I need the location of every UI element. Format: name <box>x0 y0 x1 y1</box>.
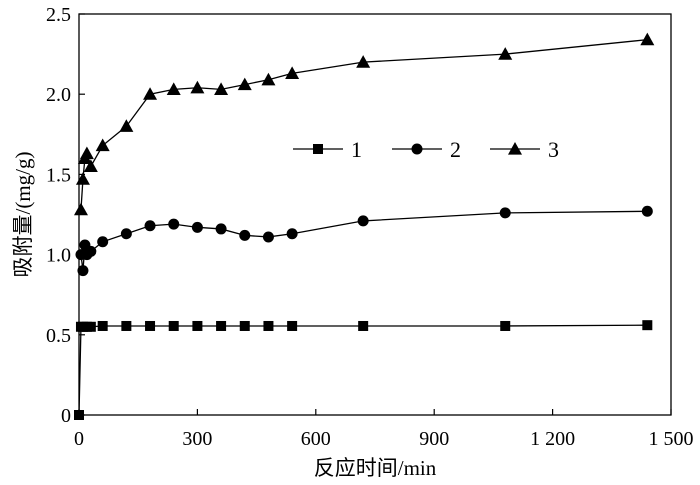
series-layer <box>73 32 655 420</box>
legend-marker <box>411 143 423 155</box>
data-point-2 <box>641 205 653 217</box>
data-point-1 <box>642 320 653 331</box>
series-line-1 <box>78 324 648 416</box>
data-point-3 <box>640 32 655 46</box>
data-point-2 <box>97 236 109 248</box>
data-point-3 <box>79 146 94 160</box>
series-2 <box>75 205 653 277</box>
data-point-2 <box>239 229 251 241</box>
y-axis-label: 吸附量/(mg/g) <box>11 152 35 278</box>
data-point-1 <box>192 320 203 331</box>
data-point-1 <box>121 320 132 331</box>
data-point-3 <box>166 82 181 95</box>
data-point-2 <box>262 231 274 243</box>
data-point-1 <box>97 320 108 331</box>
data-point-3 <box>143 87 158 100</box>
x-tick-label: 1 200 <box>530 428 575 450</box>
data-point-3 <box>95 138 110 152</box>
data-point-1 <box>85 321 96 332</box>
data-point-3 <box>75 172 90 185</box>
x-tick-label: 900 <box>419 428 449 450</box>
x-tick-label: 1 500 <box>649 428 694 450</box>
data-point-3 <box>73 202 88 216</box>
data-point-3 <box>119 119 134 132</box>
data-point-2 <box>499 207 511 219</box>
series-3 <box>73 32 655 216</box>
legend: 1 2 3 <box>293 137 559 162</box>
data-point-2 <box>215 223 227 235</box>
data-point-3 <box>285 66 300 79</box>
y-tick-label: 0 <box>61 405 71 427</box>
plot-area <box>78 13 672 416</box>
axis-ticks: 0 300 600 900 1 200 1 500 0 0.5 1.0 1.5 2.0 2.5 <box>46 4 694 450</box>
data-point-2 <box>357 215 369 227</box>
plot-frame <box>78 13 672 416</box>
x-tick-label: 0 <box>74 428 84 450</box>
y-tick-label: 2.0 <box>46 84 71 106</box>
x-tick-label: 600 <box>301 428 331 450</box>
data-point-3 <box>190 80 205 94</box>
data-point-1 <box>263 320 274 331</box>
data-point-1 <box>74 410 84 420</box>
legend-marker <box>508 142 522 155</box>
data-point-3 <box>214 82 229 95</box>
legend-item-3: 3 <box>490 137 559 162</box>
data-point-2 <box>77 265 89 277</box>
series-1 <box>74 320 653 420</box>
legend-label: 2 <box>450 137 461 162</box>
data-point-2 <box>144 220 156 232</box>
y-tick-label: 0.5 <box>46 325 71 347</box>
data-point-3 <box>356 55 371 68</box>
data-point-3 <box>237 77 252 91</box>
data-point-1 <box>287 320 298 331</box>
data-point-2 <box>85 245 97 257</box>
legend-item-2: 2 <box>392 137 461 162</box>
y-tick-label: 1.5 <box>46 164 71 186</box>
data-point-1 <box>500 320 511 331</box>
data-point-1 <box>145 320 156 331</box>
data-point-1 <box>358 320 369 331</box>
data-point-2 <box>120 228 132 240</box>
data-point-1 <box>239 320 250 331</box>
data-point-3 <box>261 72 276 86</box>
data-point-3 <box>83 159 98 172</box>
y-tick-label: 2.5 <box>46 4 71 26</box>
x-tick-label: 300 <box>182 428 212 450</box>
legend-item-1: 1 <box>293 137 362 162</box>
y-tick-label: 1.0 <box>46 245 71 267</box>
data-point-3 <box>498 47 513 60</box>
x-axis-label: 反应时间/min <box>314 456 437 480</box>
legend-marker <box>313 144 323 154</box>
data-point-1 <box>168 320 179 331</box>
data-point-2 <box>168 218 180 230</box>
data-point-2 <box>191 221 203 233</box>
data-point-2 <box>286 228 298 240</box>
legend-label: 3 <box>548 137 559 162</box>
legend-label: 1 <box>351 137 362 162</box>
data-point-1 <box>216 320 227 331</box>
